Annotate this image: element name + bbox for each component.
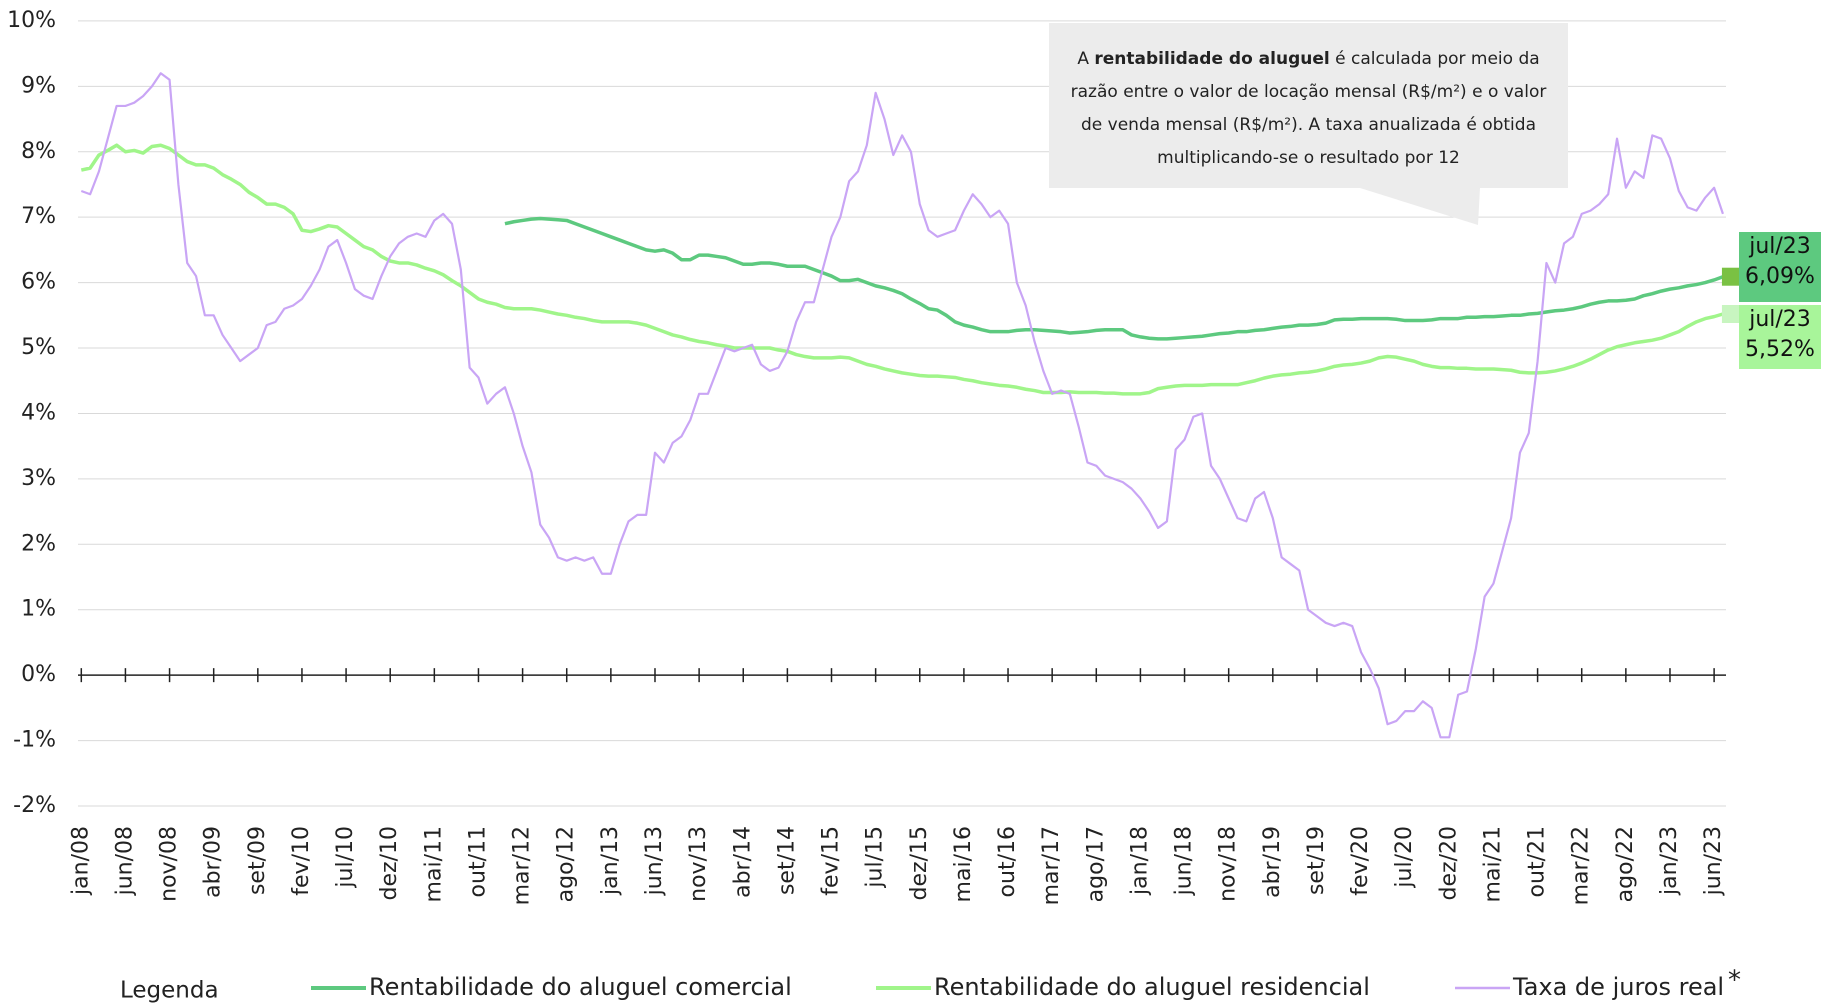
- y-tick-label: 10%: [7, 8, 56, 33]
- footnote-marker: *: [1728, 966, 1741, 996]
- x-tick-label: dez/15: [907, 826, 932, 900]
- annotation-pointer: [1360, 188, 1480, 225]
- x-tick-label: abr/19: [1260, 826, 1285, 898]
- end-label-text: 6,09%: [1745, 264, 1815, 289]
- annotation: A rentabilidade do aluguel é calculada p…: [1049, 23, 1568, 188]
- x-tick-label: abr/09: [201, 826, 226, 898]
- y-tick-label: 2%: [21, 531, 56, 556]
- x-tick-label: jan/18: [1127, 826, 1152, 896]
- x-tick-label: ago/22: [1613, 826, 1638, 902]
- x-tick-label: jul/20: [1392, 826, 1417, 889]
- series-line: [80, 72, 1724, 739]
- x-tick-label: fev/10: [289, 826, 314, 896]
- y-tick-label: 8%: [21, 139, 56, 164]
- end-marker: [1721, 305, 1740, 324]
- x-tick-label: out/11: [465, 826, 490, 897]
- end-label: jul/23 6,09%: [1739, 232, 1821, 302]
- legend-label: Rentabilidade do aluguel residencial: [934, 973, 1370, 1001]
- x-tick-label: mai/21: [1480, 826, 1505, 902]
- y-tick-label: 3%: [21, 466, 56, 491]
- x-tick-label: jun/08: [112, 826, 137, 896]
- end-label-text: 5,52%: [1745, 337, 1815, 362]
- y-tick-label: 7%: [21, 204, 56, 229]
- annotation-text: A: [1077, 49, 1095, 69]
- series-line: [504, 216, 1724, 341]
- end-marker: [1721, 267, 1740, 286]
- annotation-bold: rentabilidade do aluguel: [1094, 49, 1330, 69]
- x-tick-label: jan/23: [1657, 826, 1682, 896]
- y-tick-label: -1%: [13, 728, 56, 753]
- end-label: jul/23 5,52%: [1739, 305, 1821, 369]
- x-tick-label: jun/23: [1701, 826, 1726, 896]
- y-tick-label: 9%: [21, 73, 56, 98]
- x-tick-label: jan/13: [598, 826, 623, 896]
- x-tick-label: fev/15: [819, 826, 844, 896]
- x-tick-label: jan/08: [68, 826, 93, 896]
- x-tick-label: nov/08: [157, 826, 182, 902]
- x-tick-label: ago/17: [1083, 826, 1108, 902]
- end-label-date: jul/23: [1749, 234, 1811, 259]
- y-tick-label: 4%: [21, 400, 56, 425]
- series-line: [80, 143, 1724, 396]
- legend-title: Legenda: [120, 978, 219, 1003]
- x-tick-label: mai/11: [421, 826, 446, 902]
- x-tick-label: nov/18: [1216, 826, 1241, 902]
- x-tick-label: dez/20: [1436, 826, 1461, 900]
- x-tick-label: jul/15: [863, 826, 888, 889]
- y-tick-label: 5%: [21, 335, 56, 360]
- legend-label: Rentabilidade do aluguel comercial: [369, 973, 792, 1001]
- legend-label: Taxa de juros real: [1512, 973, 1724, 1001]
- y-tick-label: 1%: [21, 597, 56, 622]
- x-tick-label: mar/22: [1569, 826, 1594, 905]
- x-tick-label: set/19: [1304, 826, 1329, 895]
- x-tick-label: set/14: [774, 826, 799, 895]
- x-tick-label: nov/13: [686, 826, 711, 902]
- y-tick-label: 6%: [21, 270, 56, 295]
- x-tick-label: set/09: [245, 826, 270, 895]
- y-tick-label: 0%: [21, 662, 56, 687]
- x-tick-label: mar/12: [510, 826, 535, 905]
- x-tick-label: jul/10: [333, 826, 358, 889]
- x-tick-label: dez/10: [377, 826, 402, 900]
- x-tick-label: jun/18: [1172, 826, 1197, 896]
- x-tick-label: jun/13: [642, 826, 667, 896]
- x-tick-label: mar/17: [1039, 826, 1064, 905]
- x-tick-label: mai/16: [951, 826, 976, 902]
- x-tick-label: fev/20: [1348, 826, 1373, 896]
- x-tick-label: ago/12: [554, 826, 579, 902]
- x-tick-label: out/21: [1525, 826, 1550, 897]
- x-tick-label: abr/14: [730, 826, 755, 898]
- y-tick-label: -2%: [13, 793, 56, 818]
- annotation-text: é calculada por meio da razão entre o va…: [1070, 49, 1547, 168]
- x-tick-label: out/16: [995, 826, 1020, 897]
- end-label-date: jul/23: [1749, 307, 1811, 332]
